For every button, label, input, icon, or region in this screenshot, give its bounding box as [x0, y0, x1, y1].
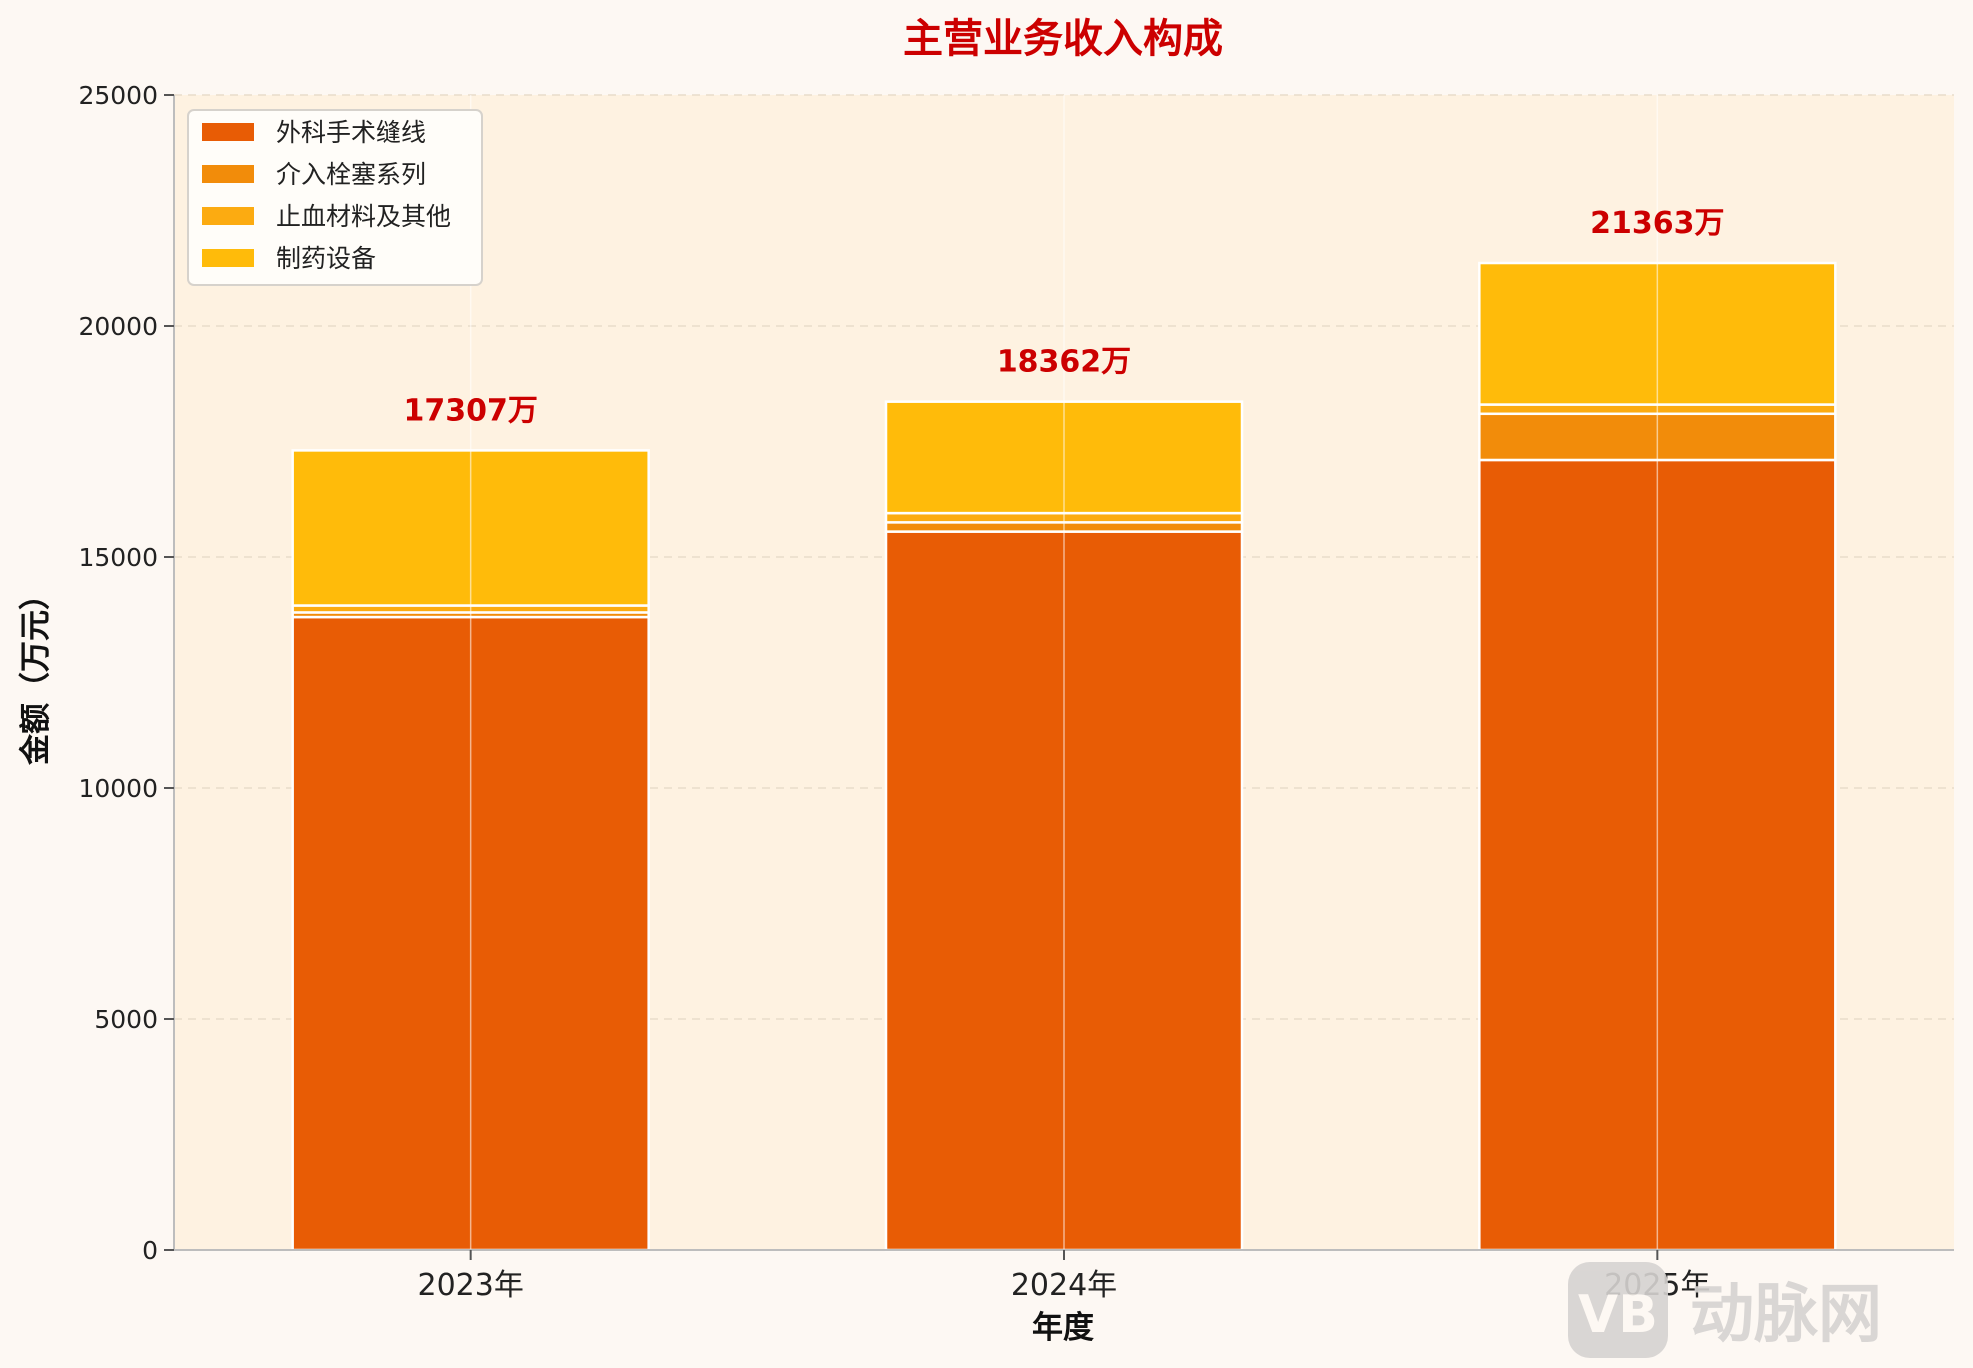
- legend-label-0: 外科手术缝线: [276, 118, 426, 147]
- legend-box: [187, 109, 483, 286]
- watermark: VB 动脉网: [1568, 1262, 1882, 1358]
- x-ticks: 2023年2024年2025年: [417, 1250, 1711, 1303]
- y-tick-label-4: 20000: [78, 312, 158, 341]
- y-ticks: 0 5000 10000 15000 20000 25000: [78, 81, 174, 1265]
- legend-swatch-0: [202, 123, 254, 141]
- vertical-grid: [469, 95, 1659, 1250]
- legend-label-1: 介入栓塞系列: [276, 160, 426, 189]
- vb-logo-text: VB: [1578, 1285, 1658, 1345]
- y-tick-label-1: 5000: [94, 1005, 158, 1034]
- y-tick-label-3: 15000: [78, 543, 158, 572]
- x-tick-label-0: 2023年: [417, 1268, 523, 1303]
- x-axis-label: 年度: [1032, 1310, 1094, 1346]
- total-label-0: 17307万: [403, 393, 537, 428]
- y-tick-label-2: 10000: [78, 774, 158, 803]
- legend-swatch-1: [202, 165, 254, 183]
- vb-logo-icon: [1568, 1262, 1668, 1358]
- legend-label-2: 止血材料及其他: [276, 202, 451, 231]
- y-tick-label-0: 0: [142, 1236, 158, 1265]
- legend-swatch-3: [202, 249, 254, 267]
- y-axis-label: 金额（万元）: [18, 579, 54, 766]
- legend-swatch-2: [202, 207, 254, 225]
- total-label-1: 18362万: [997, 345, 1131, 380]
- total-label-2: 21363万: [1590, 206, 1724, 241]
- total-labels: 17307万 18362万 21363万: [403, 206, 1724, 428]
- legend-label-3: 制药设备: [276, 244, 376, 273]
- x-tick-label-1: 2024年: [1011, 1268, 1117, 1303]
- watermark-text: 动脉网: [1690, 1278, 1882, 1352]
- y-tick-label-5: 25000: [78, 81, 158, 110]
- chart-title: 主营业务收入构成: [903, 16, 1223, 62]
